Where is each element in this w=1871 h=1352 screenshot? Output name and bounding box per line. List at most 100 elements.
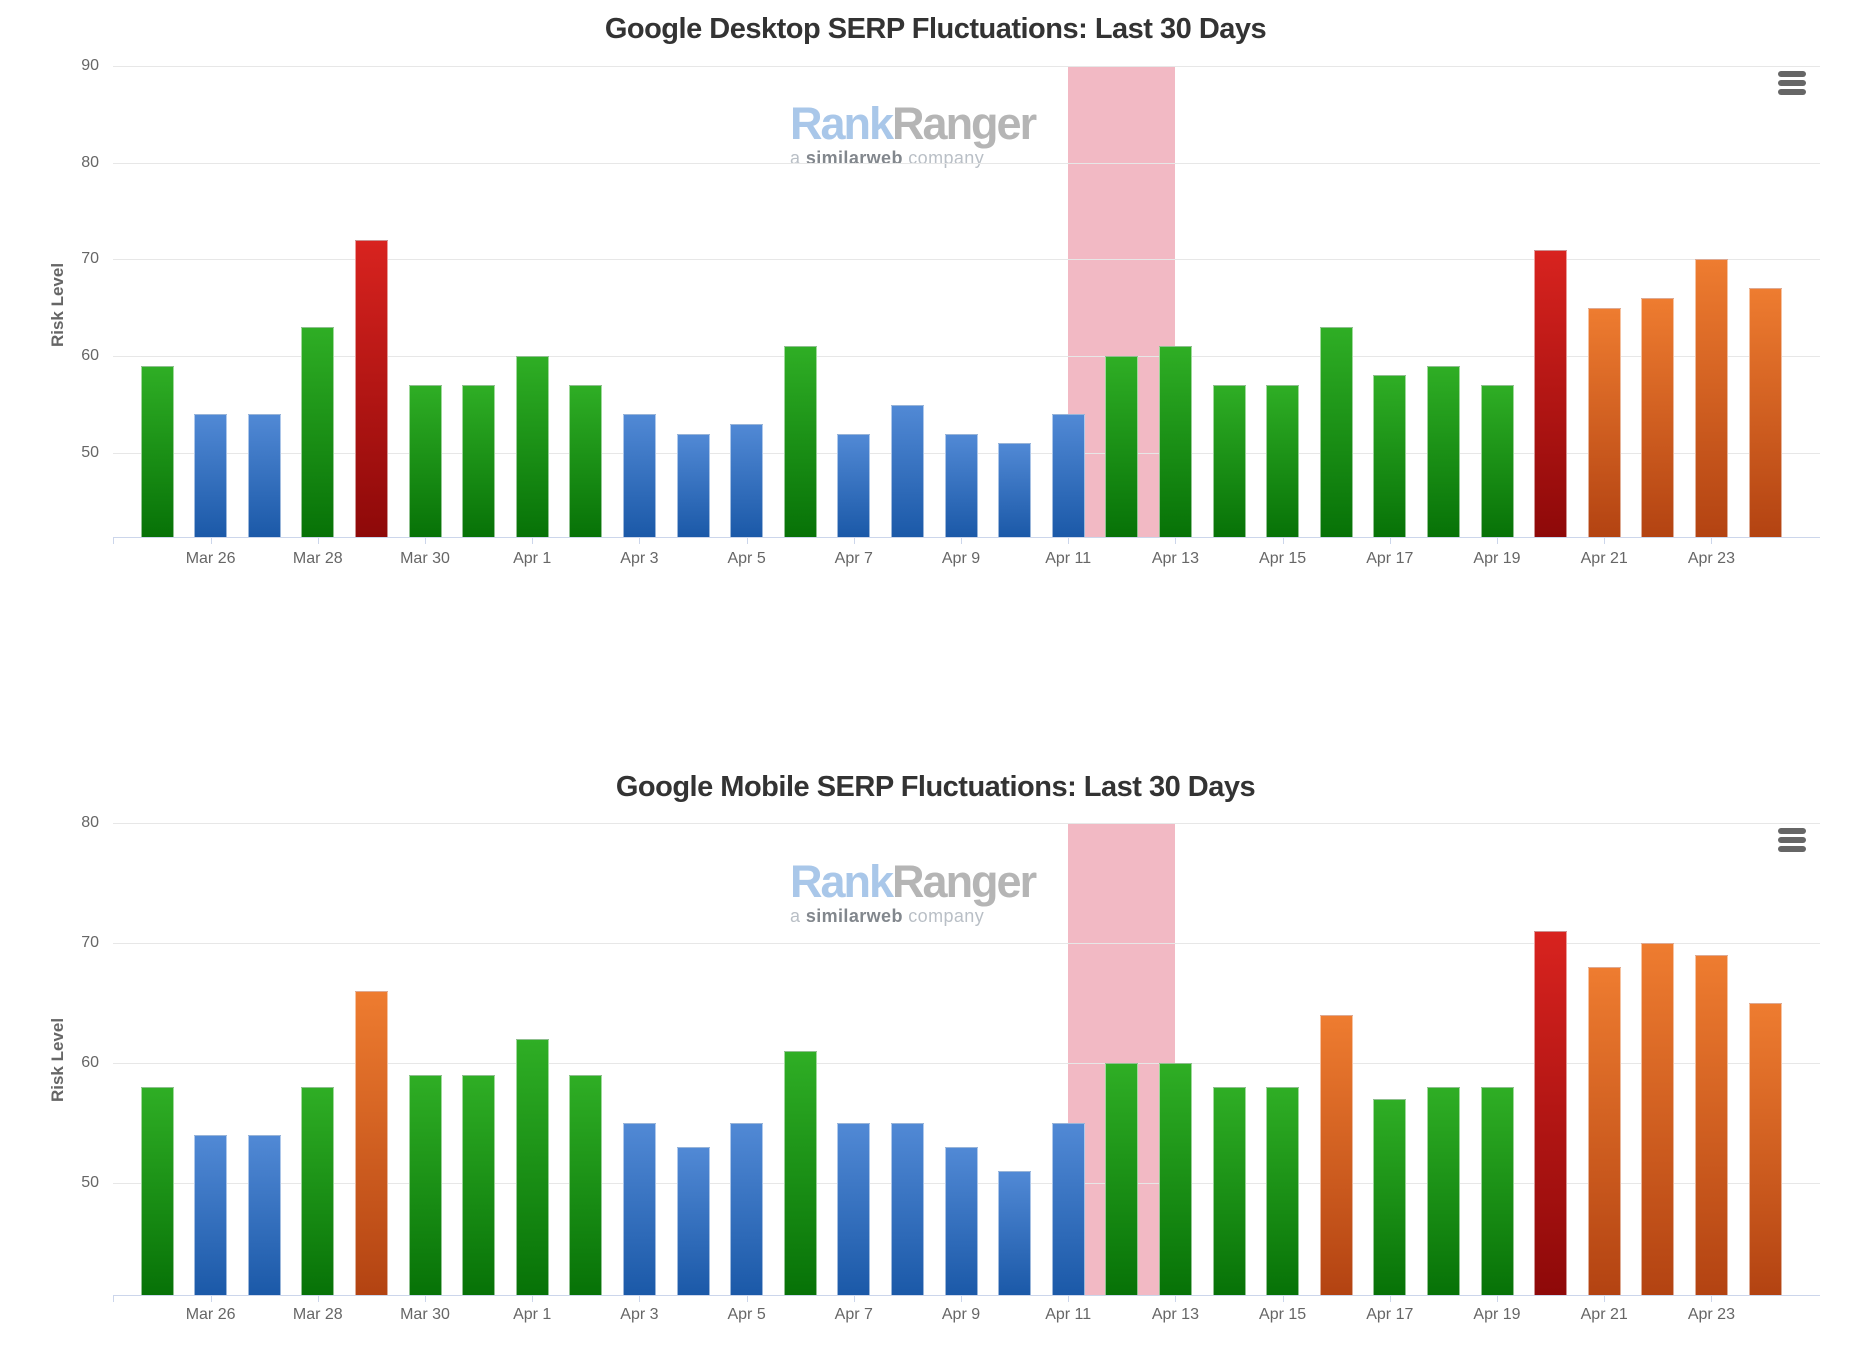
bar-apr-1[interactable] bbox=[515, 1039, 549, 1295]
bar-apr-18[interactable] bbox=[1426, 1087, 1460, 1295]
y-tick-label: 80 bbox=[81, 153, 99, 171]
bar-apr-20[interactable] bbox=[1534, 931, 1568, 1295]
x-tick bbox=[1068, 538, 1070, 544]
x-tick bbox=[1175, 1296, 1177, 1302]
x-tick bbox=[639, 538, 641, 544]
bar-apr-7[interactable] bbox=[837, 1123, 871, 1295]
bar-mar-27[interactable] bbox=[247, 1135, 281, 1295]
bar-apr-6[interactable] bbox=[783, 346, 817, 537]
x-tick-label: Apr 9 bbox=[941, 550, 981, 567]
bar-apr-23[interactable] bbox=[1694, 955, 1728, 1295]
bar-apr-21[interactable] bbox=[1587, 967, 1621, 1295]
bar-mar-28[interactable] bbox=[301, 1087, 335, 1295]
bar-apr-14[interactable] bbox=[1212, 385, 1246, 537]
y-tick-label: 60 bbox=[81, 347, 99, 365]
bar-apr-15[interactable] bbox=[1266, 385, 1300, 537]
bar-mar-29[interactable] bbox=[354, 991, 388, 1295]
hamburger-menu-icon[interactable] bbox=[1778, 828, 1806, 852]
bar-apr-14[interactable] bbox=[1212, 1087, 1246, 1295]
bar-apr-9[interactable] bbox=[944, 1147, 978, 1295]
bar-mar-30[interactable] bbox=[408, 385, 442, 537]
x-tick-label: Mar 30 bbox=[400, 1306, 450, 1323]
bar-mar-25[interactable] bbox=[140, 365, 174, 537]
bar-apr-16[interactable] bbox=[1319, 327, 1353, 537]
hamburger-menu-icon[interactable] bbox=[1778, 71, 1806, 95]
bar-mar-26[interactable] bbox=[194, 1135, 228, 1295]
x-tick-label: Apr 23 bbox=[1687, 1306, 1735, 1323]
x-axis-edge-tick bbox=[113, 1296, 114, 1302]
y-axis-title: Risk Level bbox=[48, 262, 67, 348]
x-tick-label: Apr 11 bbox=[1045, 1306, 1092, 1323]
bar-apr-19[interactable] bbox=[1480, 1087, 1514, 1295]
bar-apr-7[interactable] bbox=[837, 433, 871, 537]
bar-apr-23[interactable] bbox=[1694, 259, 1728, 537]
bar-apr-8[interactable] bbox=[890, 404, 924, 537]
x-tick bbox=[1175, 538, 1177, 544]
bar-apr-21[interactable] bbox=[1587, 307, 1621, 537]
bar-apr-3[interactable] bbox=[622, 414, 656, 537]
bar-apr-24[interactable] bbox=[1748, 288, 1782, 537]
x-tick-label: Apr 7 bbox=[834, 1306, 873, 1323]
bar-apr-17[interactable] bbox=[1373, 375, 1407, 537]
bar-apr-4[interactable] bbox=[676, 433, 710, 537]
bar-apr-2[interactable] bbox=[569, 385, 603, 537]
bar-apr-24[interactable] bbox=[1748, 1003, 1782, 1295]
bar-mar-31[interactable] bbox=[462, 385, 496, 537]
x-tick-label: Mar 30 bbox=[400, 550, 450, 567]
gridline bbox=[113, 259, 1820, 261]
y-tick-label: 50 bbox=[81, 1174, 99, 1192]
bar-mar-30[interactable] bbox=[408, 1075, 442, 1295]
x-tick bbox=[210, 1296, 212, 1302]
bar-apr-6[interactable] bbox=[783, 1051, 817, 1295]
bar-apr-10[interactable] bbox=[998, 1171, 1032, 1295]
bar-apr-13[interactable] bbox=[1158, 346, 1192, 537]
bar-mar-29[interactable] bbox=[354, 240, 388, 537]
rankranger-logo: RankRanger bbox=[790, 856, 1037, 907]
bar-apr-4[interactable] bbox=[676, 1147, 710, 1295]
bar-mar-25[interactable] bbox=[140, 1087, 174, 1295]
bar-apr-17[interactable] bbox=[1373, 1099, 1407, 1295]
similarweb-tagline: a similarweb company bbox=[790, 907, 1035, 925]
y-tick-label: 50 bbox=[81, 443, 99, 461]
x-tick-label: Apr 5 bbox=[727, 550, 766, 567]
bar-apr-22[interactable] bbox=[1641, 298, 1675, 537]
bar-apr-18[interactable] bbox=[1426, 365, 1460, 537]
x-tick bbox=[1282, 538, 1284, 544]
bar-apr-16[interactable] bbox=[1319, 1015, 1353, 1295]
bar-mar-28[interactable] bbox=[301, 327, 335, 537]
bar-apr-12[interactable] bbox=[1105, 356, 1139, 537]
gridline bbox=[113, 1063, 1820, 1065]
bar-apr-13[interactable] bbox=[1158, 1063, 1192, 1295]
bar-apr-3[interactable] bbox=[622, 1123, 656, 1295]
bar-apr-20[interactable] bbox=[1534, 249, 1568, 537]
x-tick-label: Apr 1 bbox=[513, 1306, 552, 1323]
bar-mar-27[interactable] bbox=[247, 414, 281, 537]
bar-apr-5[interactable] bbox=[730, 423, 764, 537]
bar-apr-19[interactable] bbox=[1480, 385, 1514, 537]
x-tick-label: Apr 11 bbox=[1045, 550, 1092, 567]
bar-apr-8[interactable] bbox=[890, 1123, 924, 1295]
bar-apr-11[interactable] bbox=[1051, 414, 1085, 537]
x-tick-label: Apr 21 bbox=[1580, 1306, 1628, 1323]
x-tick bbox=[425, 538, 426, 544]
bar-apr-12[interactable] bbox=[1105, 1063, 1139, 1295]
rankranger-watermark: RankRanger a similarweb company bbox=[790, 100, 1037, 169]
x-tick bbox=[1604, 1296, 1606, 1302]
logo-ranger-text: Ranger bbox=[892, 856, 1037, 907]
bar-apr-2[interactable] bbox=[569, 1075, 603, 1295]
gridline bbox=[113, 823, 1820, 824]
bar-apr-1[interactable] bbox=[515, 356, 549, 537]
bar-mar-26[interactable] bbox=[194, 414, 228, 537]
x-tick bbox=[961, 1296, 962, 1302]
bar-apr-10[interactable] bbox=[998, 443, 1032, 537]
x-tick bbox=[1604, 538, 1606, 544]
bar-apr-15[interactable] bbox=[1266, 1087, 1300, 1295]
bar-mar-31[interactable] bbox=[462, 1075, 496, 1295]
tagline-prefix: a bbox=[790, 148, 806, 169]
x-tick bbox=[1389, 538, 1391, 544]
bar-apr-9[interactable] bbox=[944, 433, 978, 537]
bar-apr-5[interactable] bbox=[730, 1123, 764, 1295]
y-tick-label: 90 bbox=[81, 57, 99, 74]
bar-apr-11[interactable] bbox=[1051, 1123, 1085, 1295]
bar-apr-22[interactable] bbox=[1641, 943, 1675, 1295]
